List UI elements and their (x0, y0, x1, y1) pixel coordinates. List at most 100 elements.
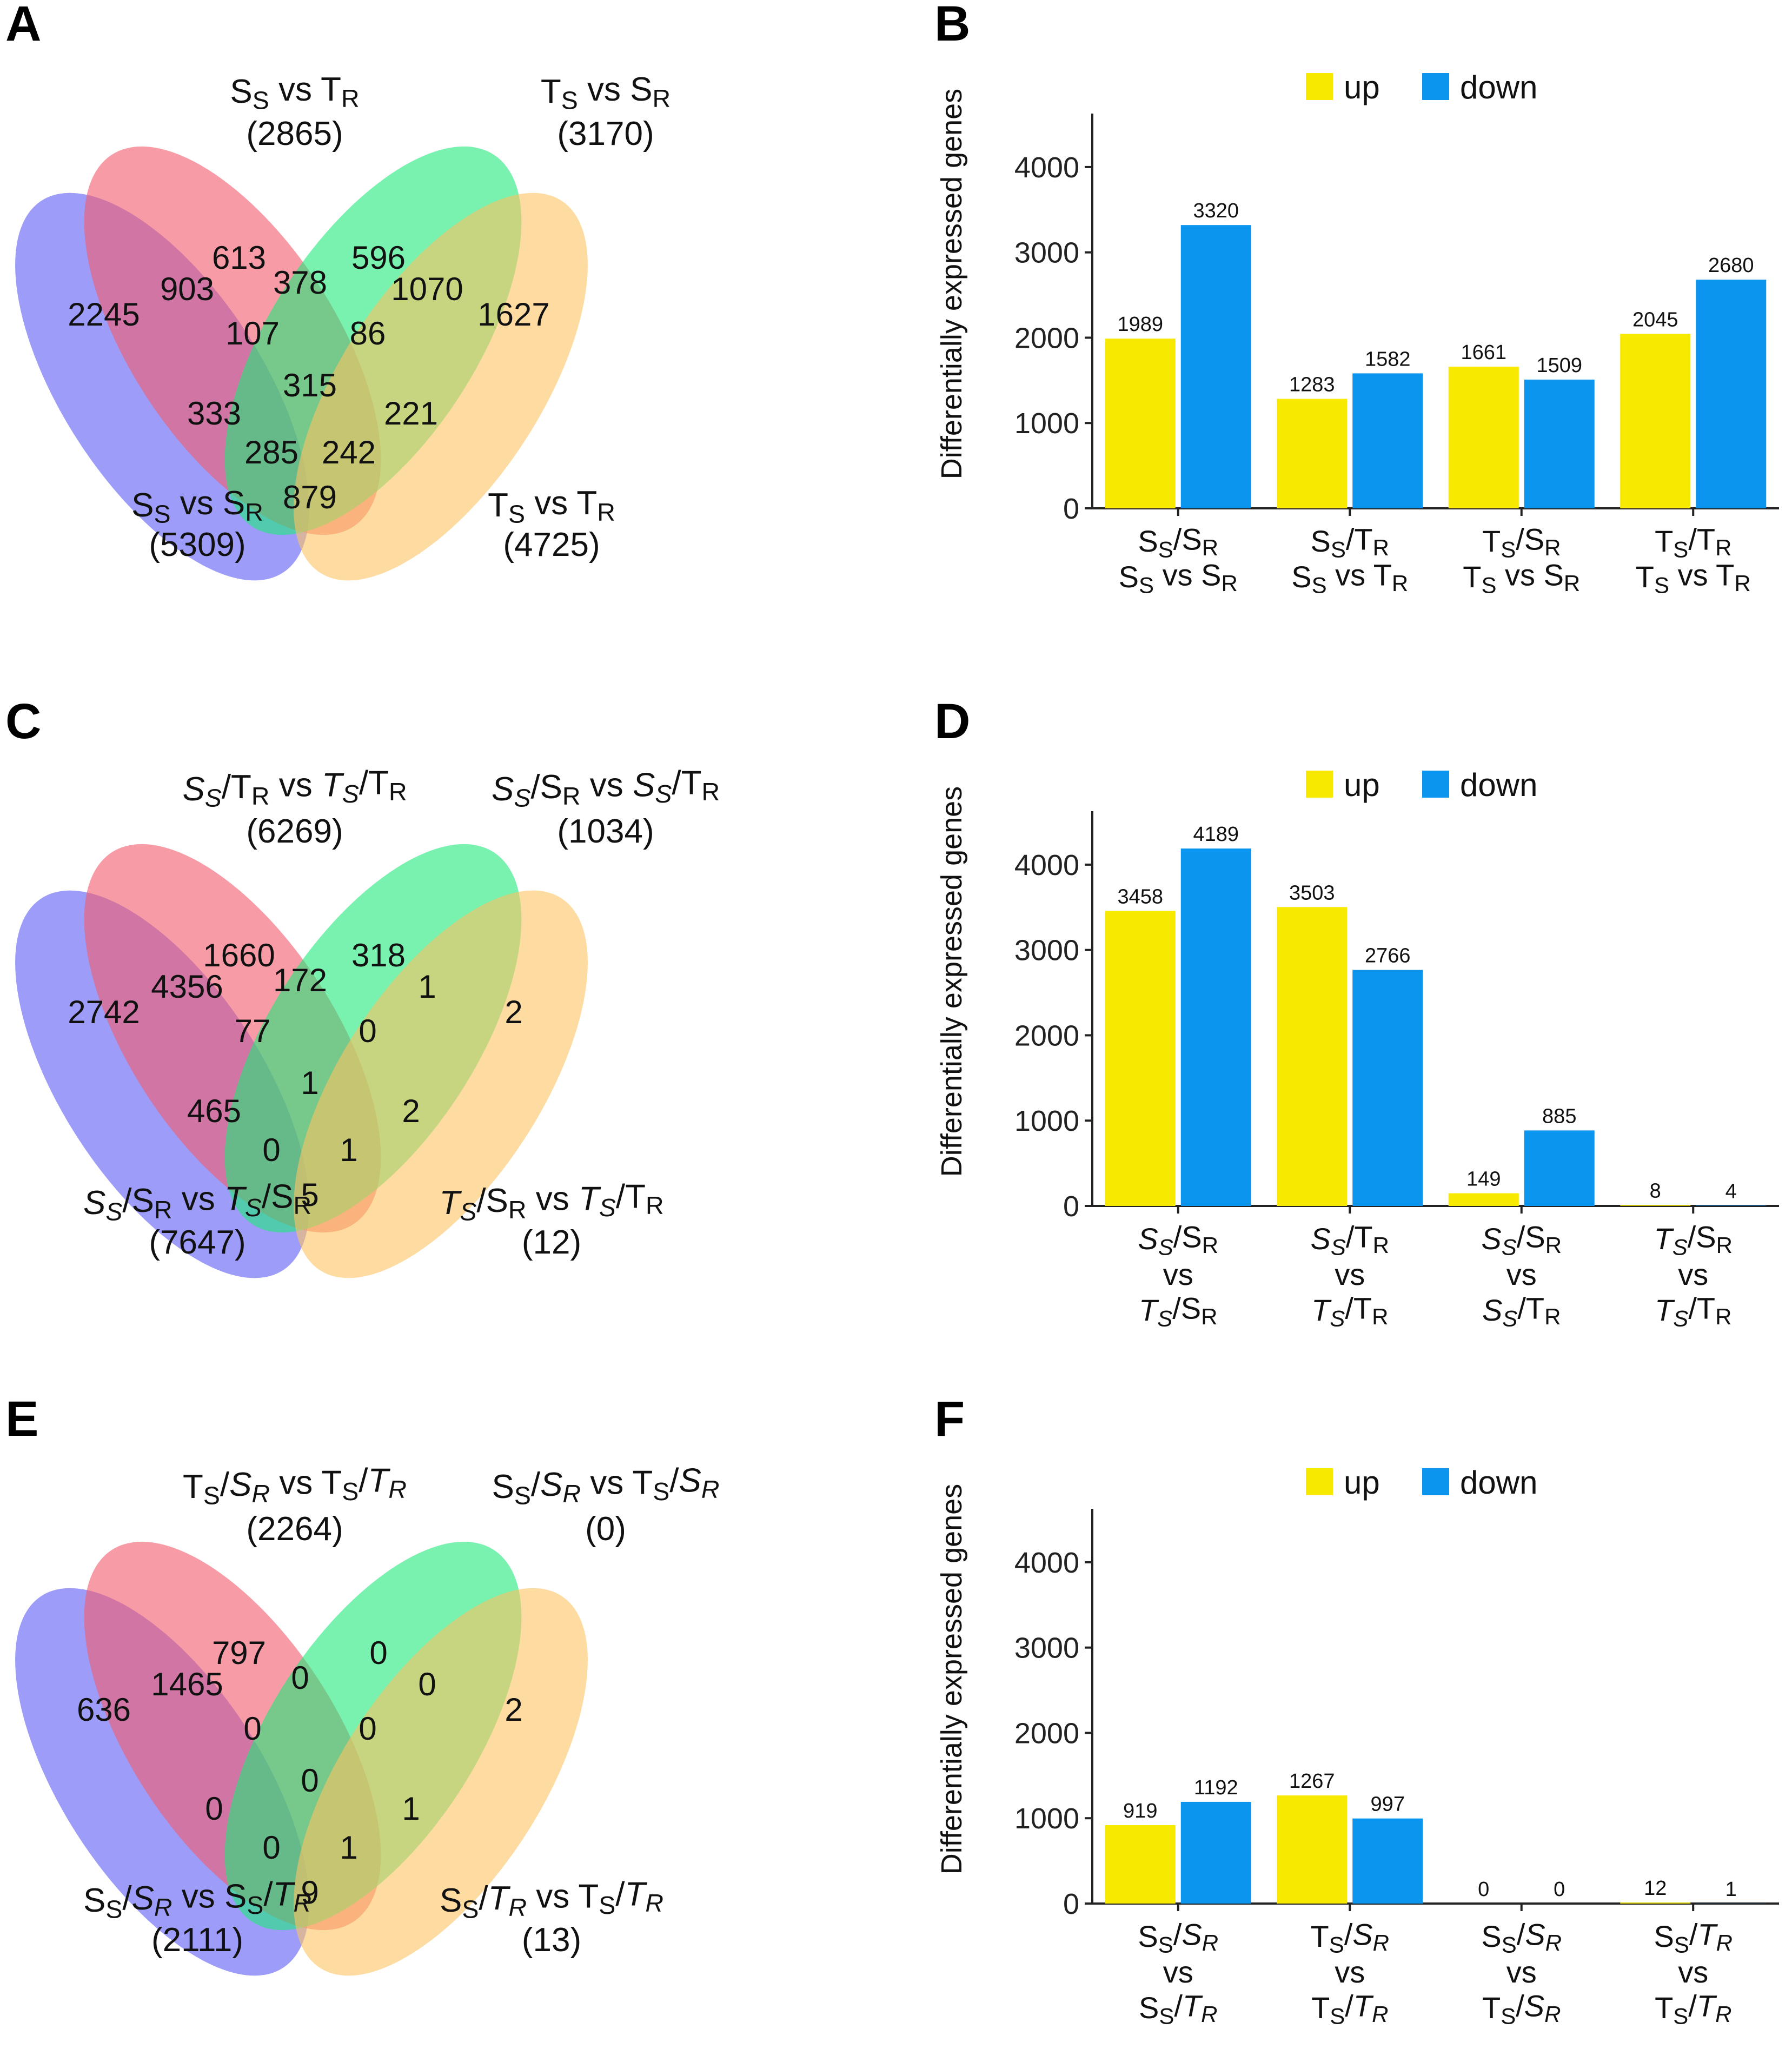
venn-set-label-4-part: S (599, 1891, 615, 1919)
venn-set-total-2: (3170) (557, 115, 654, 153)
venn-set-label-2: SS/SR vs SS/TR (492, 764, 720, 812)
x-category-label-part: S (1159, 2004, 1174, 2029)
x-category-label-part: T (1655, 524, 1673, 558)
venn-set-label-1-part: T (183, 1468, 203, 1506)
x-category-label: SS/SR (1481, 1918, 1562, 1958)
venn-region-count: 0 (291, 1660, 309, 1696)
x-category-label-part: T (1311, 1293, 1332, 1327)
y-tick-label: 2000 (1014, 1717, 1079, 1749)
venn-region-count: 315 (283, 367, 337, 403)
venn-set-label-4-part: vs (527, 1180, 579, 1217)
x-category-label-part: S (1138, 1222, 1158, 1256)
x-category-label-part: T (1655, 1293, 1675, 1327)
y-tick-label: 3000 (1014, 1632, 1079, 1665)
y-tick-label: 0 (1063, 493, 1079, 525)
x-category-label: TS/SR (1482, 522, 1561, 562)
venn-set-label-2-part: / (669, 1462, 679, 1499)
venn-set-label-2-part: /T (672, 764, 701, 801)
venn-set-label-2-part: R (562, 1480, 581, 1508)
x-category-label: TS vs TR (1636, 558, 1751, 598)
venn-set-label-2-part: vs T (581, 1464, 653, 1501)
bar-value-label: 4189 (1193, 823, 1239, 846)
bar-down (1180, 1801, 1251, 1904)
venn-set-label-2-part: S (492, 771, 514, 808)
panel-letter-D: D (934, 694, 970, 749)
venn-set-label-2-part: R (701, 778, 720, 806)
venn-set-label-3-part: T (224, 1180, 247, 1217)
x-category-label: vs (1678, 1257, 1708, 1291)
venn-set-label-3-part: S (245, 1194, 262, 1222)
x-category-label-part: S (1673, 1306, 1688, 1331)
x-category-label-part: R (1716, 1930, 1733, 1955)
legend-label-down: down (1460, 69, 1537, 105)
venn-set-label-4-part: S (440, 1882, 462, 1919)
venn-set-label-2-part: S (514, 1482, 531, 1510)
x-category-label-part: S (1654, 1919, 1674, 1953)
x-category-label-part: R (1202, 1930, 1218, 1955)
x-category-label-part: S (1311, 524, 1331, 558)
x-category-label-part: /T (1346, 1220, 1373, 1254)
venn-set-total-4: (13) (522, 1921, 581, 1959)
venn-set-label-2-part: S (633, 766, 655, 804)
x-category-label-part: T (1311, 1991, 1330, 2025)
venn-set-total-3: (5309) (149, 526, 245, 563)
y-tick-label: 0 (1063, 1888, 1079, 1920)
bar-value-label: 1661 (1461, 341, 1506, 364)
venn-set-label-3-part: R (293, 1889, 311, 1917)
x-category-label-part: / (1173, 1918, 1182, 1952)
venn-set-label-3-part: S (105, 1198, 122, 1226)
x-category-label-part: vs (1678, 1257, 1708, 1291)
venn-region-count: 0 (301, 1762, 318, 1799)
venn-set-label-2-part: S (655, 780, 672, 808)
x-category-label: TS/TR (1311, 1291, 1388, 1331)
venn-set-total-4: (4725) (503, 526, 600, 563)
x-category-label-part: S (1139, 573, 1154, 598)
x-category-label-part: vs S (1496, 558, 1563, 592)
bar-up (1277, 399, 1348, 508)
venn-set-label-4-part: T (439, 1184, 462, 1222)
venn-set-label-4: TS/SR vs TS/TR (439, 1178, 663, 1225)
venn-region-count: 86 (350, 315, 386, 352)
bar-up (1448, 1193, 1519, 1206)
venn-set-label-1-part: /T (359, 764, 389, 801)
x-category-label-part: /S (1688, 1220, 1716, 1254)
x-category-label: TS/SR (1654, 1220, 1733, 1260)
bar-down (1352, 1818, 1423, 1904)
venn-region-count: 0 (418, 1666, 436, 1702)
bar-down (1180, 848, 1251, 1206)
bar-value-label: 3458 (1117, 885, 1163, 908)
venn-region-count: 2 (402, 1093, 420, 1129)
x-category-label-part: R (1372, 2001, 1388, 2027)
venn-set-label-1-part: R (251, 782, 270, 810)
bar-value-label: 1192 (1194, 1776, 1238, 1799)
venn-set-label-2-part: /S (530, 768, 562, 806)
venn-region-count: 797 (212, 1635, 266, 1671)
venn-set-label-2-part: S (492, 1468, 514, 1506)
x-category-label-part: /S (1516, 522, 1544, 556)
x-category-label-part: vs T (1669, 558, 1734, 592)
venn-ellipses (15, 1541, 588, 1976)
x-category-label-part: S (1482, 1293, 1502, 1327)
venn-ellipses (15, 844, 588, 1278)
x-category-label-part: T (1482, 1991, 1501, 2025)
bar-up (1277, 1795, 1348, 1904)
venn-set-label-1-part: T (322, 766, 344, 804)
x-category-label-part: S (1158, 1235, 1173, 1260)
venn-set-label-2-part: S (653, 1477, 669, 1506)
venn-region-count: 378 (273, 264, 327, 301)
x-category-label: SS/SR (1138, 1220, 1218, 1260)
y-axis-title: Differentially expressed genes (935, 786, 968, 1177)
x-category-label-part: T (1311, 1919, 1329, 1953)
x-category-label: vs (1506, 1955, 1537, 1989)
x-category-label-part: S (1291, 560, 1311, 594)
x-category-label-part: /S (1173, 1220, 1202, 1254)
x-category-label-part: S (1481, 1919, 1501, 1953)
venn-region-count: 2245 (68, 296, 140, 333)
venn-set-label-1-part: S (230, 73, 252, 110)
bar-value-label: 0 (1478, 1878, 1489, 1901)
x-category-label-part: vs S (1154, 558, 1221, 592)
x-category-label-part: R (1545, 1930, 1562, 1955)
